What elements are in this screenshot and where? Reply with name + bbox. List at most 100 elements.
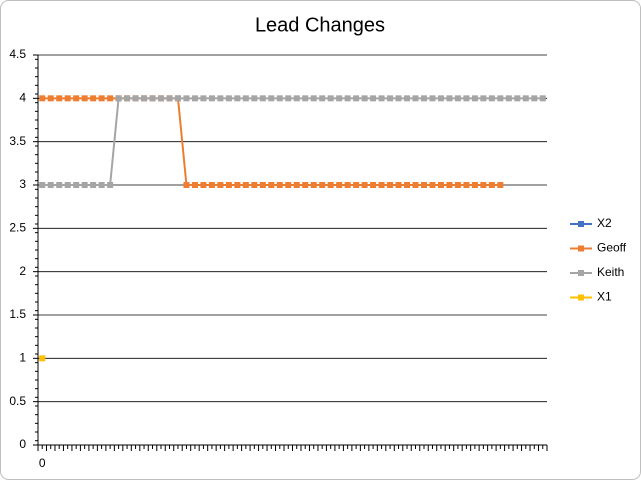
point-marker	[107, 95, 114, 102]
y-tick-label: 1.5	[9, 307, 26, 321]
y-tick-label: 2	[19, 264, 26, 278]
point-marker	[208, 182, 215, 188]
point-marker	[395, 95, 402, 102]
y-tick-label: 3	[19, 177, 26, 191]
y-tick-label: 3.5	[9, 134, 26, 148]
point-marker	[200, 182, 207, 188]
point-marker	[47, 182, 54, 188]
point-marker	[39, 182, 46, 188]
legend-label: X2	[597, 216, 612, 230]
y-tick-label: 0	[19, 437, 26, 451]
point-marker	[387, 182, 394, 188]
y-tick-label: 1	[19, 351, 26, 365]
point-marker	[310, 95, 317, 102]
point-marker	[488, 182, 495, 188]
point-marker	[242, 182, 249, 188]
point-marker	[191, 95, 198, 102]
point-marker	[378, 182, 385, 188]
point-marker	[446, 182, 453, 188]
point-marker	[276, 95, 283, 102]
point-marker	[522, 95, 529, 102]
point-marker	[39, 95, 46, 102]
point-marker	[149, 95, 156, 102]
point-marker	[302, 182, 309, 188]
point-marker	[73, 182, 80, 188]
point-marker	[90, 95, 97, 102]
point-marker	[39, 355, 46, 362]
point-marker	[47, 95, 54, 102]
point-marker	[234, 182, 241, 188]
legend-label: Keith	[597, 265, 624, 279]
point-marker	[191, 182, 198, 188]
point-marker	[412, 182, 419, 188]
point-marker	[81, 182, 88, 188]
point-marker	[336, 182, 343, 188]
point-marker	[259, 182, 266, 188]
point-marker	[56, 95, 63, 102]
point-marker	[217, 95, 224, 102]
point-marker	[81, 95, 88, 102]
point-marker	[387, 95, 394, 102]
point-marker	[395, 182, 402, 188]
point-marker	[251, 95, 258, 102]
point-marker	[429, 95, 436, 102]
point-marker	[361, 95, 368, 102]
y-tick-label: 4	[19, 91, 26, 105]
point-marker	[259, 95, 266, 102]
chart-title: Lead Changes	[255, 14, 385, 36]
point-marker	[370, 182, 377, 188]
point-marker	[98, 95, 105, 102]
point-marker	[208, 95, 215, 102]
point-marker	[505, 95, 512, 102]
point-marker	[404, 95, 411, 102]
x-tick-label: 0	[39, 456, 46, 470]
legend-marker	[578, 270, 584, 276]
point-marker	[124, 95, 131, 102]
point-marker	[310, 182, 317, 188]
point-marker	[276, 182, 283, 188]
point-marker	[420, 95, 427, 102]
point-marker	[158, 95, 165, 102]
point-marker	[115, 95, 122, 102]
point-marker	[488, 95, 495, 102]
point-marker	[268, 182, 275, 188]
point-marker	[454, 182, 461, 188]
point-marker	[497, 95, 504, 102]
point-marker	[420, 182, 427, 188]
point-marker	[370, 95, 377, 102]
point-marker	[319, 95, 326, 102]
point-marker	[225, 182, 232, 188]
point-marker	[302, 95, 309, 102]
point-marker	[107, 182, 114, 188]
point-marker	[361, 182, 368, 188]
point-marker	[64, 95, 71, 102]
point-marker	[429, 182, 436, 188]
point-marker	[531, 95, 538, 102]
point-marker	[353, 182, 360, 188]
point-marker	[268, 95, 275, 102]
y-tick-label: 2.5	[9, 221, 26, 235]
point-marker	[200, 95, 207, 102]
y-tick-label: 4.5	[9, 47, 26, 61]
point-marker	[225, 95, 232, 102]
point-marker	[463, 95, 470, 102]
point-marker	[174, 95, 181, 102]
point-marker	[183, 95, 190, 102]
point-marker	[446, 95, 453, 102]
point-marker	[73, 95, 80, 102]
point-marker	[242, 95, 249, 102]
point-marker	[471, 95, 478, 102]
point-marker	[480, 182, 487, 188]
point-marker	[56, 182, 63, 188]
point-marker	[234, 95, 241, 102]
point-marker	[497, 182, 504, 188]
point-marker	[166, 95, 173, 102]
legend-label: Geoff	[597, 241, 627, 255]
point-marker	[353, 95, 360, 102]
point-marker	[251, 182, 258, 188]
point-marker	[141, 95, 148, 102]
point-marker	[344, 95, 351, 102]
point-marker	[98, 182, 105, 188]
